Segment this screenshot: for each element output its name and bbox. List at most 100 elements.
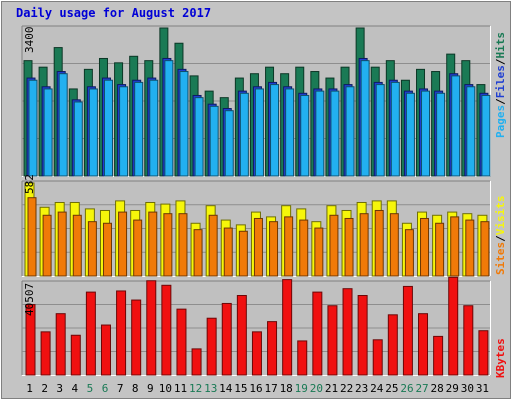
kbytes-panel xyxy=(21,276,491,376)
bar-pages-day-11 xyxy=(179,71,189,177)
x-tick-label: 22 xyxy=(340,382,353,395)
bar-sites-day-6 xyxy=(102,222,112,277)
x-tick-label: 23 xyxy=(355,382,368,395)
x-tick-label: 5 xyxy=(87,382,94,395)
bar-kbytes-day-5 xyxy=(85,291,96,376)
bar-pages-day-3 xyxy=(58,73,68,177)
bar-kbytes-day-26 xyxy=(402,285,413,376)
bar-kbytes-day-12 xyxy=(191,348,202,376)
bar-pages-day-20 xyxy=(315,90,325,177)
bar-pages-day-2 xyxy=(43,88,53,177)
bar-pages-day-22 xyxy=(345,86,355,177)
bar-kbytes-day-1 xyxy=(25,304,36,376)
legend-sites-visits: Sites/Visits xyxy=(494,196,507,276)
bar-pages-day-16 xyxy=(254,88,264,177)
legend-pages: Pages xyxy=(494,105,507,138)
bar-kbytes-day-4 xyxy=(70,334,81,376)
bar-kbytes-day-2 xyxy=(40,331,51,376)
bar-pages-day-24 xyxy=(375,84,385,177)
bar-pages-day-23 xyxy=(360,60,370,177)
visits-sites-panel xyxy=(21,180,491,277)
legend-kbytes: KBytes xyxy=(494,338,507,378)
bar-kbytes-day-16 xyxy=(251,331,262,376)
visits-max-label: 582 xyxy=(23,174,36,194)
bar-kbytes-day-17 xyxy=(267,321,278,376)
bar-sites-day-23 xyxy=(359,213,369,277)
x-tick-label: 10 xyxy=(159,382,172,395)
bar-pages-day-6 xyxy=(103,79,113,177)
x-tick-label: 20 xyxy=(310,382,323,395)
bar-sites-day-12 xyxy=(193,229,203,277)
bar-sites-day-9 xyxy=(148,211,158,277)
x-tick-label: 19 xyxy=(295,382,308,395)
bar-sites-day-20 xyxy=(314,227,324,277)
bar-pages-day-19 xyxy=(300,94,310,177)
bar-kbytes-day-30 xyxy=(463,305,474,376)
legend-sites: Sites xyxy=(494,242,507,275)
bar-pages-day-31 xyxy=(481,94,491,177)
bar-kbytes-day-3 xyxy=(55,313,66,376)
x-tick-label: 27 xyxy=(415,382,428,395)
x-tick-label: 3 xyxy=(56,382,63,395)
bar-kbytes-day-27 xyxy=(418,313,429,376)
bar-pages-day-7 xyxy=(119,86,129,177)
x-tick-label: 30 xyxy=(461,382,474,395)
x-tick-label: 6 xyxy=(102,382,109,395)
bar-sites-day-25 xyxy=(389,213,399,277)
bar-sites-day-21 xyxy=(329,214,339,277)
bar-sites-day-10 xyxy=(163,213,173,277)
bar-sites-day-4 xyxy=(72,214,82,277)
bar-sites-day-24 xyxy=(374,209,384,277)
bar-sites-day-18 xyxy=(284,216,294,277)
x-tick-label: 17 xyxy=(264,382,277,395)
bar-pages-day-30 xyxy=(466,86,476,177)
x-tick-label: 4 xyxy=(72,382,79,395)
bar-sites-day-31 xyxy=(480,221,490,277)
x-tick-label: 29 xyxy=(446,382,459,395)
legend-visits: Visits xyxy=(494,196,507,236)
x-tick-label: 8 xyxy=(132,382,139,395)
bar-sites-day-13 xyxy=(208,214,218,277)
bar-pages-day-26 xyxy=(405,92,415,177)
x-tick-label: 7 xyxy=(117,382,124,395)
bar-sites-day-15 xyxy=(238,230,248,277)
bar-kbytes-day-14 xyxy=(221,302,232,376)
bar-kbytes-day-20 xyxy=(312,291,323,376)
hits-max-label: 3400 xyxy=(23,27,36,54)
x-tick-label: 25 xyxy=(385,382,398,395)
bar-pages-day-29 xyxy=(451,75,461,177)
kbytes-max-label: 40507 xyxy=(23,283,36,316)
x-tick-label: 31 xyxy=(476,382,489,395)
bar-kbytes-day-11 xyxy=(176,308,187,376)
bar-pages-day-21 xyxy=(330,90,340,177)
bar-pages-day-5 xyxy=(88,88,98,177)
bar-kbytes-day-7 xyxy=(116,290,127,376)
bar-kbytes-day-10 xyxy=(161,284,172,376)
bar-kbytes-day-21 xyxy=(327,305,338,376)
bar-sites-day-2 xyxy=(42,214,52,277)
bar-kbytes-day-28 xyxy=(433,335,444,376)
bar-sites-day-27 xyxy=(420,217,430,277)
bar-sites-day-3 xyxy=(57,211,67,277)
bar-kbytes-day-6 xyxy=(100,324,111,376)
bar-pages-day-12 xyxy=(194,97,204,177)
x-tick-label: 26 xyxy=(400,382,413,395)
x-tick-label: 21 xyxy=(325,382,338,395)
bar-kbytes-day-23 xyxy=(357,295,368,376)
bar-kbytes-day-19 xyxy=(297,340,308,376)
bar-sites-day-14 xyxy=(223,227,233,277)
bar-sites-day-8 xyxy=(133,219,143,277)
x-tick-label: 16 xyxy=(249,382,262,395)
bar-sites-day-17 xyxy=(269,221,279,277)
bar-kbytes-day-18 xyxy=(282,279,293,376)
x-tick-label: 18 xyxy=(280,382,293,395)
x-tick-label: 28 xyxy=(431,382,444,395)
bar-sites-day-1 xyxy=(27,197,37,277)
bar-pages-day-17 xyxy=(270,84,280,177)
bar-pages-day-18 xyxy=(285,88,295,177)
bar-pages-day-14 xyxy=(224,110,234,177)
bar-sites-day-28 xyxy=(435,222,445,277)
legend-hits-files-pages: Pages/Files/Hits xyxy=(494,32,507,138)
